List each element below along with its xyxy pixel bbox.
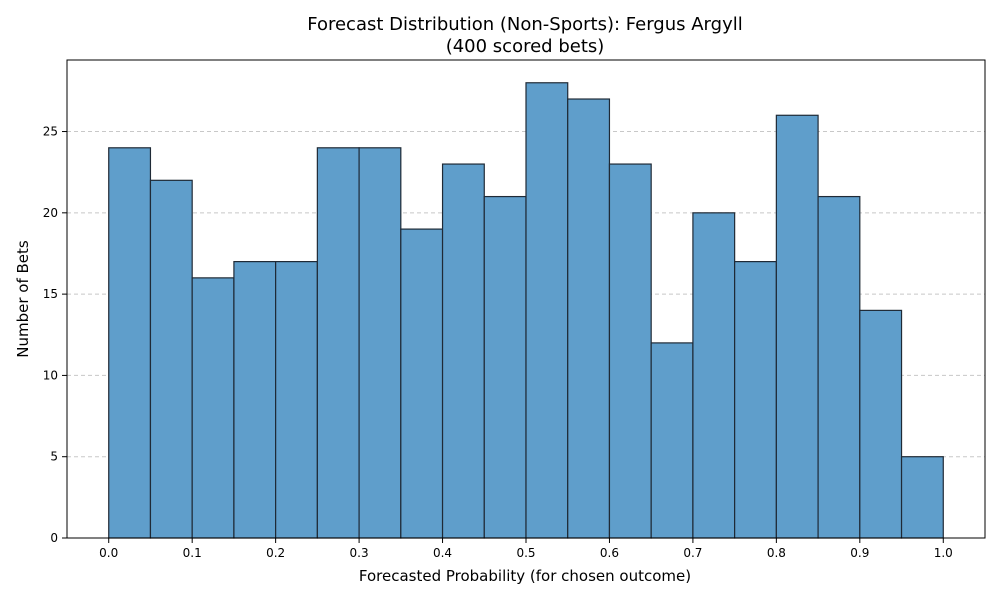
y-tick-label: 25 [43, 125, 58, 139]
x-tick-label: 0.5 [516, 546, 535, 560]
histogram-bar [692, 212, 736, 539]
x-tick-label: 0.8 [767, 546, 786, 560]
y-tick-label: 10 [43, 368, 58, 382]
histogram-bar [483, 195, 527, 539]
chart-title: Forecast Distribution (Non-Sports): Ferg… [307, 14, 742, 35]
histogram-bar [775, 114, 819, 539]
histogram-bar [525, 82, 569, 539]
x-tick-label: 0.0 [99, 546, 118, 560]
x-tick-label: 0.2 [266, 546, 285, 560]
y-tick-label: 0 [50, 531, 58, 545]
chart-subtitle: (400 scored bets) [446, 36, 605, 57]
histogram-bar [149, 179, 193, 539]
x-tick-label: 0.1 [183, 546, 202, 560]
x-tick-label: 0.7 [683, 546, 702, 560]
y-axis-label: Number of Bets [14, 240, 32, 358]
histogram-bar [734, 261, 777, 539]
y-axis-ticks: 0 5 10 15 20 25 [43, 125, 67, 545]
y-tick-label: 5 [50, 450, 58, 464]
histogram-bar [316, 147, 360, 539]
histogram-bar [900, 456, 944, 539]
histogram-bar [817, 195, 861, 539]
histogram-bar [108, 147, 152, 539]
x-axis-ticks: 0.0 0.1 0.2 0.3 0.4 0.5 0.6 0.7 0.8 0.9 1.0 [99, 538, 953, 560]
x-tick-label: 0.6 [600, 546, 619, 560]
histogram-bar [275, 261, 318, 539]
x-tick-label: 0.3 [350, 546, 369, 560]
histogram-bar [441, 163, 485, 539]
x-tick-label: 1.0 [934, 546, 953, 560]
bars [108, 82, 944, 539]
histogram-bar [358, 147, 402, 539]
y-tick-label: 15 [43, 287, 58, 301]
histogram-bar [233, 261, 277, 539]
histogram-bar [859, 309, 903, 539]
histogram-bar [608, 163, 652, 539]
x-tick-label: 0.4 [433, 546, 452, 560]
histogram-bar [567, 98, 611, 539]
histogram-bar [650, 342, 694, 539]
y-tick-label: 20 [43, 206, 58, 220]
x-tick-label: 0.9 [850, 546, 869, 560]
x-axis-label: Forecasted Probability (for chosen outco… [359, 567, 691, 585]
histogram-bar [400, 228, 444, 539]
histogram-bar [191, 277, 235, 539]
